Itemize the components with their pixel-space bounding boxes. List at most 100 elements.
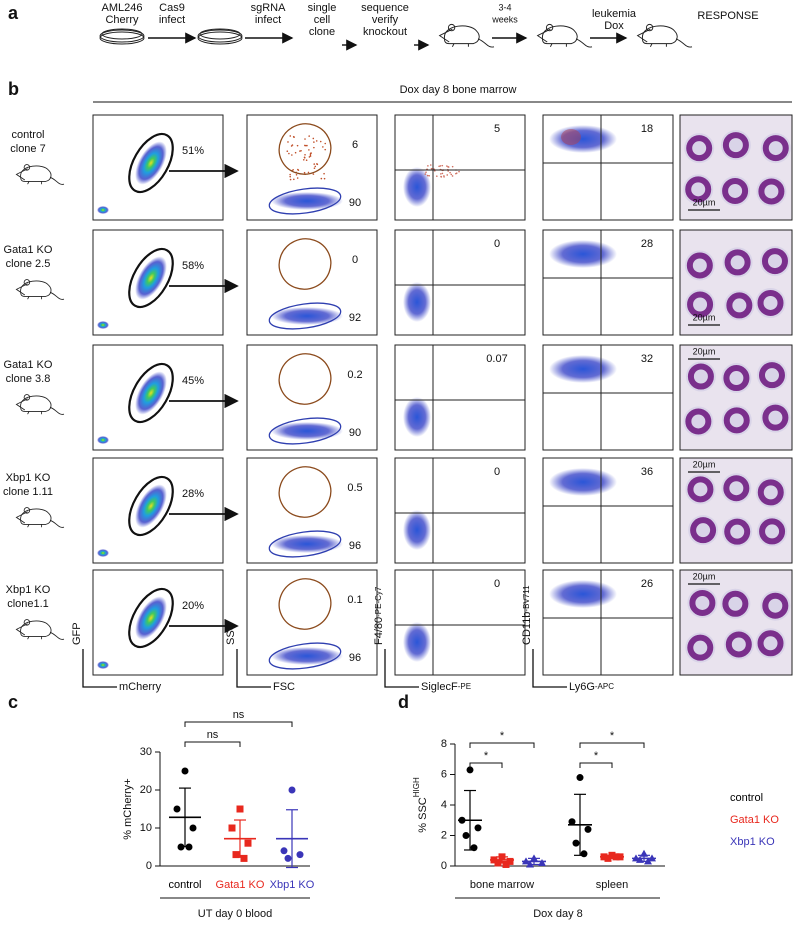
panel-letter: b	[8, 79, 19, 99]
gate-value: 0	[352, 254, 358, 266]
event	[439, 173, 442, 175]
gate-value: 0.5	[347, 482, 362, 494]
nucleus	[685, 408, 712, 435]
row-label: Gata1 KO	[4, 359, 53, 371]
mouse-tail	[49, 519, 65, 528]
x-axis-label: SiglecF-PE	[421, 681, 471, 693]
row-label: Xbp1 KO	[6, 584, 51, 596]
density	[549, 355, 617, 383]
density	[97, 436, 109, 444]
bracket	[184, 741, 241, 747]
nucleus	[686, 252, 713, 279]
point	[474, 824, 482, 832]
y-tick-label: 20	[140, 784, 152, 796]
density	[549, 468, 617, 496]
point	[640, 849, 648, 857]
significance: ns	[207, 729, 219, 741]
axis-main: mCherry	[119, 681, 162, 693]
event	[441, 164, 444, 167]
mouse-ear	[447, 23, 456, 32]
density	[271, 307, 343, 325]
nucleus	[723, 475, 750, 502]
event	[304, 138, 306, 140]
gate-low	[268, 642, 342, 670]
mouse-legs	[649, 43, 667, 48]
dish-icon	[197, 29, 243, 43]
point	[458, 816, 466, 824]
event	[303, 171, 306, 174]
quadrant-value: 28	[641, 238, 653, 250]
density	[271, 422, 343, 440]
density	[135, 371, 167, 415]
event	[324, 142, 327, 145]
point	[189, 824, 197, 832]
gate-low	[268, 302, 342, 330]
event	[313, 141, 315, 143]
nucleus	[686, 135, 713, 162]
step-label: infect	[159, 14, 185, 26]
density	[97, 549, 109, 557]
mouse-icon	[438, 23, 495, 48]
gate-low	[268, 187, 342, 215]
density	[271, 192, 343, 210]
gate-high	[278, 353, 332, 405]
nucleus	[685, 176, 712, 203]
y-axis-label: SSC	[225, 622, 237, 645]
event	[451, 165, 454, 168]
point	[240, 854, 248, 862]
quadrant-value: 5	[494, 123, 500, 135]
mouse-body	[20, 508, 52, 525]
legend-entry: control	[730, 792, 763, 804]
scale-label: 20µm	[693, 312, 716, 322]
gate-value: 96	[349, 652, 361, 664]
event	[322, 146, 324, 148]
row-label: clone 2.5	[6, 258, 51, 270]
mouse-icon	[536, 23, 593, 48]
significance: ns	[233, 709, 245, 721]
event	[289, 173, 291, 176]
legend-entry: Xbp1 KO	[730, 836, 775, 848]
nucleus	[690, 517, 717, 544]
point	[498, 853, 506, 861]
event	[428, 174, 431, 177]
event	[293, 178, 295, 181]
point	[236, 805, 244, 813]
event	[291, 144, 294, 146]
density	[403, 510, 431, 550]
y-axis-label: % mCherry+	[122, 778, 134, 839]
mouse-tail	[675, 38, 693, 48]
event	[424, 173, 427, 175]
mouse-tail	[49, 291, 65, 300]
point	[636, 855, 644, 863]
event	[324, 148, 327, 151]
density	[403, 167, 431, 207]
event	[308, 135, 310, 137]
y-tick-label: 0	[441, 860, 447, 872]
event	[441, 172, 444, 175]
bracket	[469, 762, 503, 768]
axis-sub: -BV711	[522, 585, 531, 612]
event	[313, 146, 315, 149]
axis-sub: -PE-Cy7	[374, 586, 383, 617]
density	[97, 661, 109, 669]
density	[549, 580, 617, 608]
nucleus	[762, 404, 789, 431]
event	[286, 150, 289, 152]
event	[296, 177, 299, 179]
step-label: single	[308, 2, 337, 14]
mouse-ear	[23, 394, 31, 401]
nucleus	[725, 631, 752, 658]
mouse-legs	[27, 411, 43, 415]
step-label: weeks	[491, 14, 518, 24]
event	[438, 165, 440, 168]
caption: UT day 0 blood	[198, 908, 272, 920]
panel-letter: d	[398, 692, 409, 712]
y-axis-label: % SSCHIGH	[412, 777, 429, 833]
mouse-icon	[636, 23, 693, 48]
event	[308, 156, 311, 158]
event	[320, 177, 323, 180]
event	[295, 173, 298, 176]
event	[305, 144, 307, 147]
axis-arrow	[82, 649, 117, 688]
panel-title: Dox day 8 bone marrow	[400, 84, 517, 96]
